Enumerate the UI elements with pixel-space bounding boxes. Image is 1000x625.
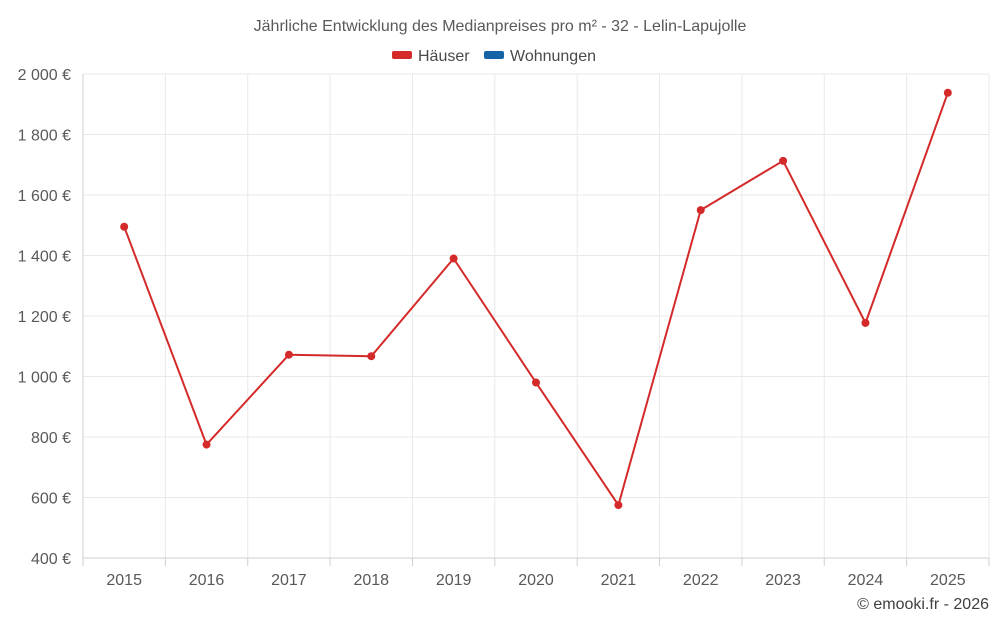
y-tick-label: 1 800 € <box>18 128 71 145</box>
data-point[interactable] <box>120 222 129 231</box>
x-tick-label: 2024 <box>848 572 884 589</box>
data-point[interactable] <box>779 156 788 165</box>
x-tick-label: 2015 <box>106 572 142 589</box>
data-point[interactable] <box>367 352 376 361</box>
x-tick-label: 2025 <box>930 572 966 589</box>
x-axis: 2015 2016 2017 2018 2019 2020 2021 2022 2023 2024… <box>82 557 990 589</box>
data-point[interactable] <box>696 206 705 215</box>
legend-item-houses[interactable]: Häuser <box>392 48 470 65</box>
x-tick-label: 2021 <box>601 572 637 589</box>
legend-label-apartments: Wohnungen <box>510 48 596 65</box>
legend-item-apartments[interactable]: Wohnungen <box>484 48 596 65</box>
x-gridlines <box>82 74 990 558</box>
y-axis: 2 000 € 1 800 € 1 600 € 1 400 € 1 200 € 1 000… <box>18 67 84 568</box>
y-tick-label: 800 € <box>31 430 71 447</box>
y-tick-label: 1 200 € <box>18 309 71 326</box>
series-houses <box>120 88 952 510</box>
legend-label-houses: Häuser <box>418 48 470 65</box>
y-gridlines <box>83 73 989 498</box>
legend-swatch-apartments <box>484 51 504 59</box>
data-point[interactable] <box>449 254 458 263</box>
x-tick-label: 2017 <box>271 572 307 589</box>
legend: Häuser Wohnungen <box>392 48 596 65</box>
data-point[interactable] <box>202 440 211 449</box>
data-point[interactable] <box>532 378 540 387</box>
legend-swatch-houses <box>392 51 412 59</box>
x-tick-label: 2023 <box>765 572 801 589</box>
y-tick-label: 1 600 € <box>18 188 71 205</box>
y-tick-label: 600 € <box>31 491 71 508</box>
x-tick-label: 2020 <box>518 572 554 589</box>
data-point[interactable] <box>861 318 870 327</box>
y-tick-label: 2 000 € <box>18 67 71 84</box>
x-tick-label: 2022 <box>683 572 719 589</box>
y-tick-label: 400 € <box>31 551 71 568</box>
data-point[interactable] <box>614 501 623 510</box>
data-point[interactable] <box>284 350 293 359</box>
x-tick-label: 2016 <box>189 572 225 589</box>
x-tick-label: 2018 <box>353 572 389 589</box>
y-tick-label: 1 000 € <box>18 370 71 387</box>
y-tick-label: 1 400 € <box>18 249 71 266</box>
chart-title: Jährliche Entwicklung des Medianpreises … <box>254 18 747 35</box>
x-tick-label: 2019 <box>436 572 472 589</box>
credit-text: © emooki.fr - 2026 <box>857 596 989 613</box>
data-point[interactable] <box>943 88 952 97</box>
